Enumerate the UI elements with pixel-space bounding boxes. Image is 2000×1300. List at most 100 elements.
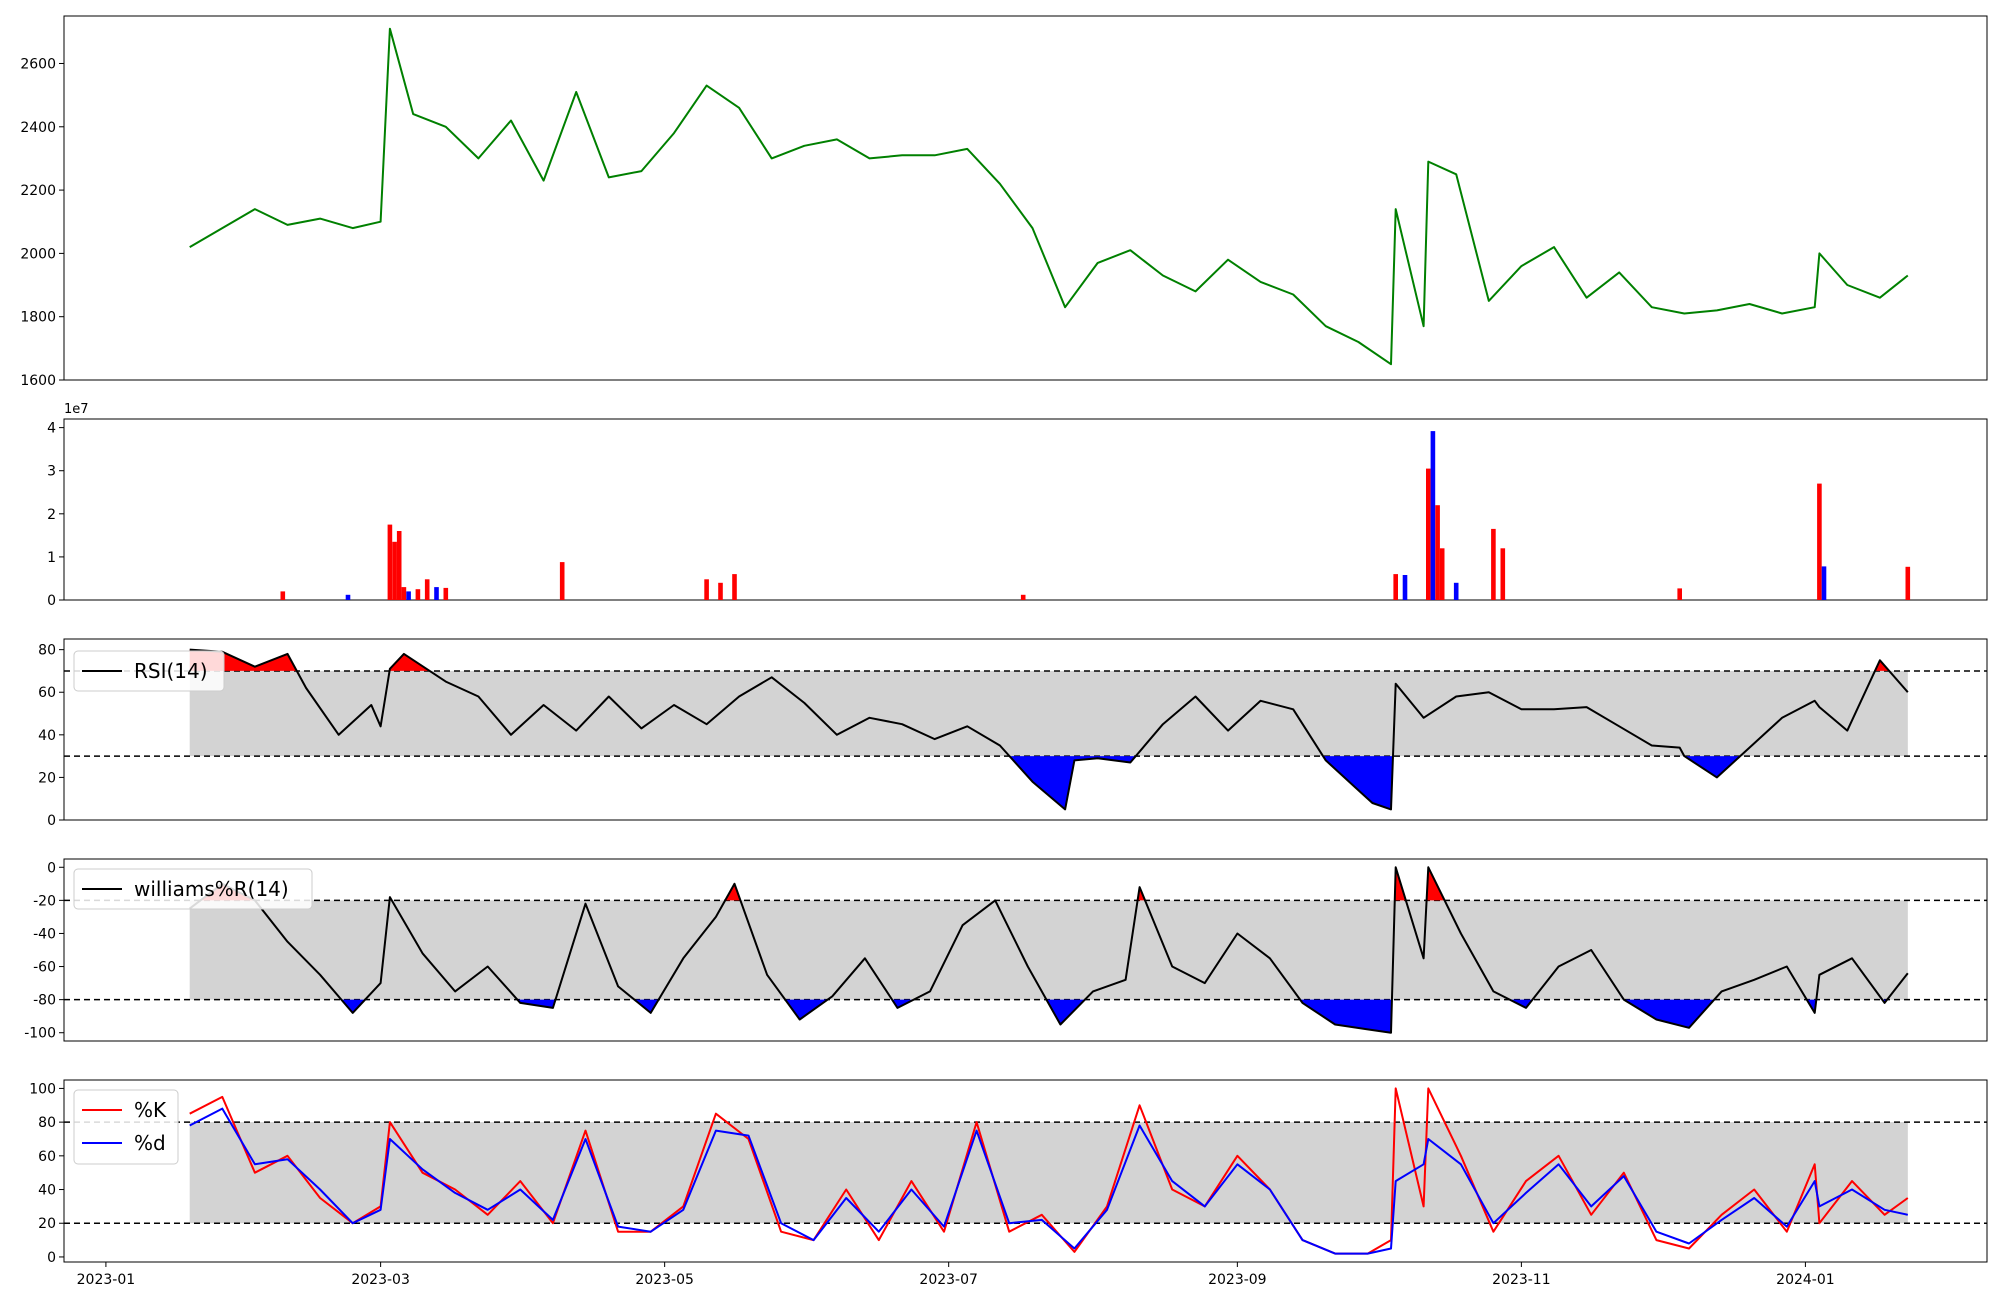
volume-bar <box>415 589 421 600</box>
x-tick-label: 2024-01 <box>1776 1272 1835 1288</box>
y-tick-label: 0 <box>47 860 56 876</box>
y-tick-label: 2 <box>47 507 56 523</box>
oversold-fill <box>341 999 366 1013</box>
williams-r-line <box>189 866 1909 1034</box>
volume-bar <box>1905 566 1911 600</box>
neutral-band <box>189 670 1908 757</box>
williams-r-panel: -100 -80 -60 -40 -20 0 williams%R(14) <box>24 858 1988 1042</box>
y-tick-label: 40 <box>38 728 56 744</box>
volume-bar <box>1677 588 1682 600</box>
legend-box <box>73 868 313 910</box>
volume-bar <box>387 524 393 600</box>
rsi-panel: 0 20 40 60 80 RSI(14) <box>38 638 1988 829</box>
axes-frame <box>63 418 1988 601</box>
y-tick-label: 60 <box>38 1149 56 1165</box>
legend-box <box>73 650 225 692</box>
x-tick-label: 2023-03 <box>351 1272 410 1288</box>
legend-label: %d <box>134 1131 166 1155</box>
volume-bar <box>1402 575 1408 600</box>
legend-box <box>73 1089 179 1165</box>
volume-panel: 0 1 2 3 4 1e7 <box>47 402 1988 609</box>
y-tick-label: -80 <box>33 993 56 1009</box>
oversold-fill <box>1046 999 1085 1025</box>
y-tick-label: 0 <box>47 813 56 829</box>
axes-frame <box>63 858 1988 1042</box>
overbought-fill <box>389 653 430 671</box>
y-tick-label: 20 <box>38 1216 56 1232</box>
axes-frame <box>63 638 1988 821</box>
y-tick-label: -100 <box>24 1026 56 1042</box>
legend-label: RSI(14) <box>134 659 208 683</box>
y-axis-exponent: 1e7 <box>64 402 89 417</box>
legend-label: williams%R(14) <box>134 877 289 901</box>
volume-bar <box>718 582 723 600</box>
volume-bar <box>1491 528 1496 600</box>
x-tick-label: 2023-01 <box>77 1272 136 1288</box>
neutral-band <box>189 1122 1908 1224</box>
y-tick-label: 1600 <box>20 373 56 389</box>
volume-bar <box>443 587 449 600</box>
volume-bar <box>345 594 351 600</box>
oversold-fill <box>1323 756 1393 810</box>
y-tick-label: 0 <box>47 1250 56 1266</box>
x-tick-label: 2023-05 <box>635 1272 694 1288</box>
volume-bar <box>424 579 430 600</box>
y-tick-label: 3 <box>47 464 56 480</box>
volume-bar <box>392 541 397 600</box>
volume-bar <box>434 587 439 600</box>
volume-bar <box>1500 548 1506 600</box>
y-tick-label: -40 <box>33 926 56 942</box>
volume-bar <box>1817 483 1822 600</box>
y-tick-label: 80 <box>38 643 56 659</box>
axes-frame <box>63 1079 1988 1263</box>
y-tick-label: 1800 <box>20 310 56 326</box>
y-tick-label: -20 <box>33 893 56 909</box>
rsi-line <box>189 648 1909 811</box>
y-tick-label: 0 <box>47 593 56 609</box>
volume-bar <box>1020 594 1026 600</box>
axes-frame <box>63 15 1988 381</box>
volume-bar <box>1393 574 1398 600</box>
volume-bar <box>280 591 286 600</box>
volume-bar <box>1821 566 1827 600</box>
oversold-fill <box>785 999 828 1020</box>
price-panel: 1600 1800 2000 2200 2400 2600 <box>20 15 1988 389</box>
y-tick-label: 2400 <box>20 120 56 136</box>
y-tick-label: 40 <box>38 1183 56 1199</box>
y-tick-label: 1 <box>47 550 56 566</box>
volume-bar <box>396 531 402 600</box>
volume-bar <box>1439 548 1445 600</box>
x-tick-label: 2023-11 <box>1492 1272 1551 1288</box>
volume-bar <box>559 562 565 600</box>
overbought-fill <box>725 883 741 901</box>
percent-d-line <box>189 1107 1909 1255</box>
volume-bar <box>401 587 407 600</box>
price-line <box>189 27 1909 366</box>
volume-bar <box>732 574 737 600</box>
oversold-fill <box>1009 756 1136 810</box>
y-tick-label: 20 <box>38 770 56 786</box>
y-tick-label: 4 <box>47 421 56 437</box>
volume-bar <box>406 591 411 600</box>
oversold-fill <box>1684 756 1741 778</box>
volume-bar <box>1453 582 1459 600</box>
neutral-band <box>189 900 1908 1000</box>
y-tick-label: 60 <box>38 685 56 701</box>
volume-bar <box>1430 431 1436 600</box>
stochastic-panel: 0 20 40 60 80 100 2023-01 2023-03 2023-05 2023-07… <box>29 1079 1988 1288</box>
legend-label: %K <box>134 1098 167 1122</box>
volume-bar <box>1426 468 1431 600</box>
y-tick-label: 2000 <box>20 246 56 262</box>
x-tick-label: 2023-09 <box>1208 1272 1267 1288</box>
y-tick-label: 2600 <box>20 56 56 72</box>
y-tick-label: 100 <box>29 1081 56 1097</box>
oversold-fill <box>1300 999 1392 1033</box>
volume-bar <box>704 579 709 600</box>
volume-bar <box>1435 505 1440 600</box>
y-tick-label: -60 <box>33 960 56 976</box>
y-tick-label: 80 <box>38 1115 56 1131</box>
x-tick-label: 2023-07 <box>919 1272 978 1288</box>
y-tick-label: 2200 <box>20 183 56 199</box>
oversold-fill <box>1623 999 1715 1028</box>
